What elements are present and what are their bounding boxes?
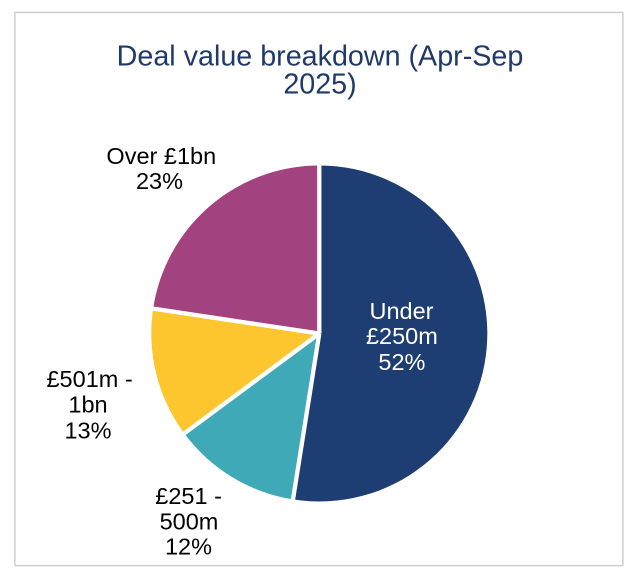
svg-text:2025): 2025) — [283, 69, 356, 101]
svg-text:£501m -: £501m - — [46, 366, 132, 392]
svg-text:13%: 13% — [64, 417, 111, 443]
svg-text:£251 -: £251 - — [155, 483, 222, 509]
svg-text:Under: Under — [369, 298, 433, 324]
svg-text:52%: 52% — [378, 349, 425, 375]
svg-text:Over £1bn: Over £1bn — [106, 143, 216, 169]
svg-text:23%: 23% — [136, 168, 183, 194]
svg-text:£250m: £250m — [366, 323, 438, 349]
svg-text:Deal value breakdown (Apr-Sep: Deal value breakdown (Apr-Sep — [117, 41, 524, 73]
svg-text:500m: 500m — [160, 509, 219, 535]
svg-text:1bn: 1bn — [68, 392, 107, 418]
svg-text:12%: 12% — [165, 534, 212, 560]
